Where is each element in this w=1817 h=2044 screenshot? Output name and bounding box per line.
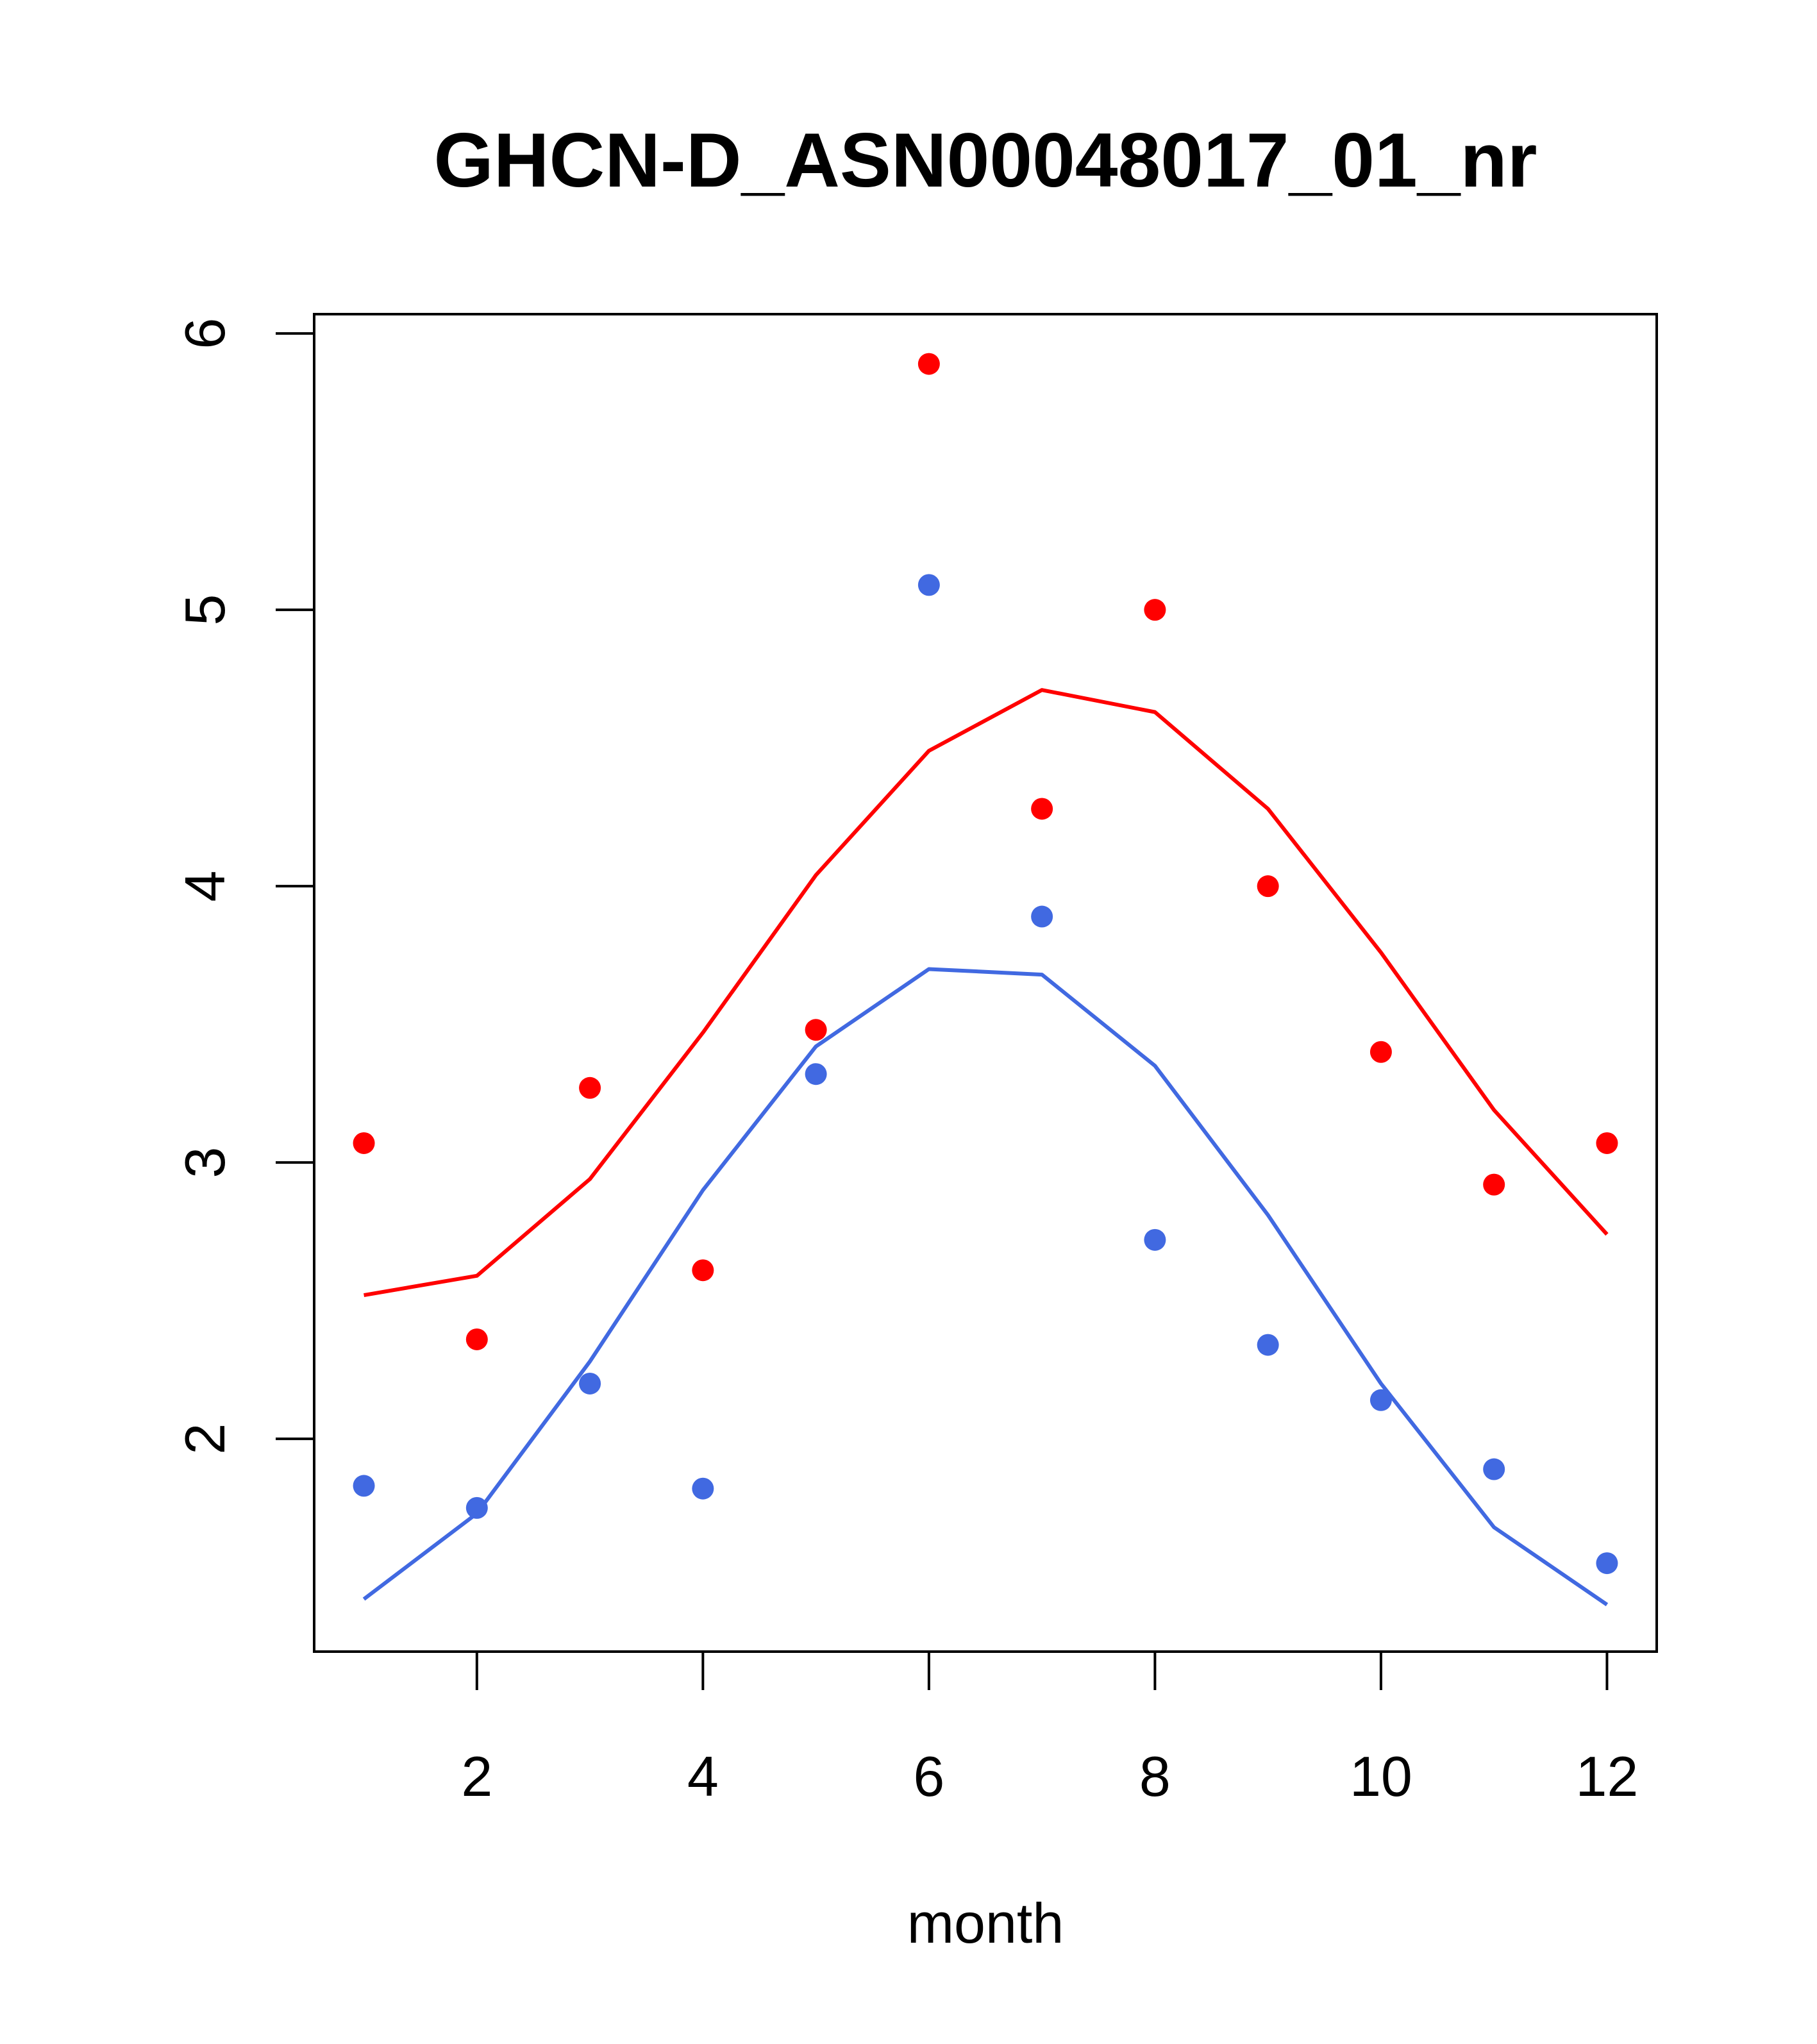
series-2-point — [805, 1063, 827, 1085]
series-1-point — [1596, 1132, 1618, 1154]
y-tick-label: 5 — [173, 594, 237, 626]
series-2-point — [353, 1475, 375, 1497]
y-axis: 2 3 4 5 6 — [173, 318, 315, 1455]
series-1-point — [1144, 599, 1166, 621]
y-tick-label: 4 — [173, 871, 237, 902]
series-2-point — [579, 1372, 601, 1395]
series-1-point — [692, 1259, 714, 1282]
series-1-point — [579, 1076, 601, 1099]
chart-title: GHCN-D_ASN00048017_01_nr — [434, 117, 1537, 203]
series-1-point — [1031, 798, 1053, 820]
series-2-point — [1144, 1228, 1166, 1251]
series-2 — [353, 574, 1618, 1607]
series-2-line — [362, 967, 1609, 1607]
series-1-point — [805, 1019, 827, 1041]
series-1-line — [364, 688, 1609, 1297]
series-2-point — [692, 1477, 714, 1500]
series-layer — [353, 353, 1618, 1607]
plot-frame — [313, 313, 1658, 1653]
y-tick-label: 2 — [173, 1423, 237, 1455]
x-tick-label: 12 — [1575, 1745, 1638, 1808]
series-1-point — [1369, 1041, 1392, 1063]
x-tick-label: 2 — [461, 1745, 492, 1808]
x-tick-label: 6 — [913, 1745, 944, 1808]
x-axis: 2 4 6 8 10 12 — [461, 1650, 1638, 1808]
series-1-point — [465, 1328, 488, 1350]
series-2-point — [917, 574, 940, 596]
x-tick-label: 10 — [1350, 1745, 1412, 1808]
series-2-point — [1257, 1334, 1279, 1356]
x-tick-label: 4 — [687, 1745, 719, 1808]
series-1-point — [1483, 1173, 1505, 1196]
series-2-point — [1031, 905, 1053, 928]
series-2-point — [1596, 1552, 1618, 1575]
series-2-point — [1369, 1389, 1392, 1411]
series-1-point — [917, 353, 940, 375]
x-tick-label: 8 — [1139, 1745, 1171, 1808]
x-axis-label: month — [907, 1891, 1064, 1955]
series-1 — [353, 353, 1618, 1350]
series-1-point — [1257, 875, 1279, 898]
series-2-point — [1483, 1458, 1505, 1480]
y-tick-label: 6 — [173, 318, 237, 349]
series-2-point — [465, 1496, 488, 1519]
y-tick-label: 3 — [173, 1147, 237, 1178]
series-1-point — [353, 1132, 375, 1154]
